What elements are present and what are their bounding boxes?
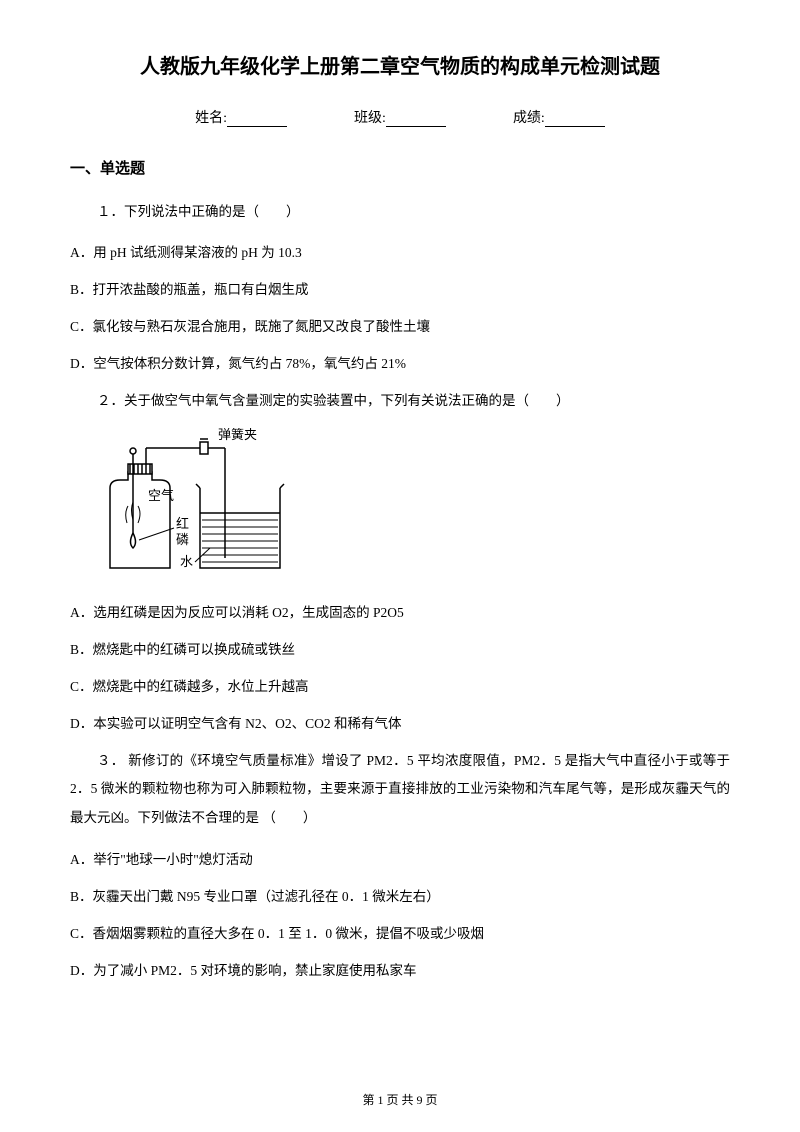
q1-option-c: C．氯化铵与熟石灰混合施用，既施了氮肥又改良了酸性土壤: [70, 313, 730, 340]
q3-option-c: C．香烟烟雾颗粒的直径大多在 0．1 至 1．0 微米，提倡不吸或少吸烟: [70, 920, 730, 947]
page-footer: 第 1 页 共 9 页: [0, 1091, 800, 1108]
q1-option-a: A．用 pH 试纸测得某溶液的 pH 为 10.3: [70, 239, 730, 266]
score-blank[interactable]: [545, 111, 605, 127]
q2-option-d: D．本实验可以证明空气含有 N2、O2、CO2 和稀有气体: [70, 710, 730, 737]
q2-option-a: A．选用红磷是因为反应可以消耗 O2，生成固态的 P2O5: [70, 599, 730, 626]
air-label: 空气: [148, 488, 174, 503]
clamp-label: 弹簧夹: [218, 428, 257, 442]
water-label: 水: [180, 554, 193, 569]
q2-stem: ２．关于做空气中氧气含量测定的实验装置中，下列有关说法正确的是（ ）: [70, 387, 730, 414]
q3-stem: ３． 新修订的《环境空气质量标准》增设了 PM2．5 平均浓度限值，PM2．5 …: [70, 747, 730, 832]
q1-option-d: D．空气按体积分数计算，氮气约占 78%，氧气约占 21%: [70, 350, 730, 377]
name-blank[interactable]: [227, 111, 287, 127]
q2-option-c: C．燃烧匙中的红磷越多，水位上升越高: [70, 673, 730, 700]
class-blank[interactable]: [386, 111, 446, 127]
q1-stem: １．下列说法中正确的是（ ）: [70, 198, 730, 225]
q3-option-d: D．为了减小 PM2．5 对环境的影响，禁止家庭使用私家车: [70, 957, 730, 984]
q2-diagram: 弹簧夹 空气 红 磷 水: [100, 428, 730, 583]
info-row: 姓名: 班级: 成绩:: [70, 107, 730, 127]
q1-option-b: B．打开浓盐酸的瓶盖，瓶口有白烟生成: [70, 276, 730, 303]
phos-label-2: 磷: [176, 532, 189, 547]
q3-option-a: A．举行"地球一小时"熄灯活动: [70, 846, 730, 873]
phos-label-1: 红: [176, 516, 189, 531]
class-label: 班级:: [354, 111, 386, 126]
q2-option-b: B．燃烧匙中的红磷可以换成硫或铁丝: [70, 636, 730, 663]
q3-option-b: B．灰霾天出门戴 N95 专业口罩（过滤孔径在 0．1 微米左右）: [70, 883, 730, 910]
section-1-header: 一、单选题: [70, 157, 730, 178]
score-label: 成绩:: [513, 111, 545, 126]
name-label: 姓名:: [195, 111, 227, 126]
page-title: 人教版九年级化学上册第二章空气物质的构成单元检测试题: [70, 50, 730, 79]
